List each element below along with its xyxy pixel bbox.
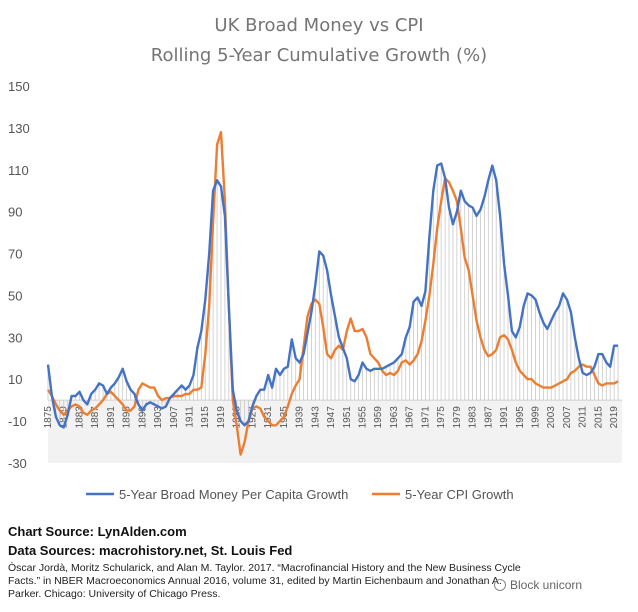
- chart-legend: 5-Year Broad Money Per Capita Growth 5-Y…: [86, 487, 514, 502]
- x-tick-label: 1931: [263, 406, 274, 429]
- y-tick-label: 130: [8, 121, 30, 136]
- x-tick-label: 1971: [420, 406, 431, 429]
- y-tick-label: 150: [8, 79, 30, 94]
- x-tick-label: 1903: [153, 406, 164, 429]
- x-tick-label: 1927: [247, 406, 258, 429]
- x-tick-label: 1875: [43, 406, 54, 429]
- x-tick-label: 1967: [405, 406, 416, 429]
- y-tick-label: 10: [8, 372, 22, 387]
- x-tick-label: 1883: [74, 406, 85, 429]
- x-tick-label: 1919: [216, 406, 227, 429]
- data-sources: Data Sources: macrohistory.net, St. Loui…: [8, 543, 293, 558]
- watermark: Block unicorn: [494, 578, 582, 592]
- x-tick-label: 1995: [515, 406, 526, 429]
- x-tick-label: 2003: [546, 406, 557, 429]
- x-tick-label: 1899: [137, 406, 148, 429]
- y-tick-label: -10: [8, 414, 27, 429]
- chart-source: Chart Source: LynAlden.com: [8, 524, 187, 539]
- x-tick-label: 1923: [232, 406, 243, 429]
- chart-footer: Chart Source: LynAlden.com Data Sources:…: [8, 522, 630, 601]
- y-tick-label: 90: [8, 205, 22, 220]
- cpi-growth-line: [46, 130, 619, 456]
- x-tick-label: 2007: [562, 406, 573, 429]
- y-tick-label: 50: [8, 288, 22, 303]
- x-tick-label: 1975: [436, 406, 447, 429]
- citation-text: Òscar Jordà, Moritz Schularick, and Alan…: [8, 562, 521, 600]
- x-tick-label: 1991: [499, 406, 510, 429]
- x-tick-label: 1891: [106, 406, 117, 429]
- x-tick-label: 1915: [200, 406, 211, 429]
- circle-logo-icon: [494, 579, 506, 591]
- x-tick-label: 1887: [90, 406, 101, 429]
- y-tick-label: -30: [8, 456, 27, 471]
- y-tick-label: 110: [8, 163, 29, 178]
- x-tick-label: 1939: [295, 406, 306, 429]
- x-tick-label: 1911: [185, 406, 196, 428]
- x-tick-label: 1979: [452, 406, 463, 429]
- x-tick-label: 2011: [578, 406, 589, 428]
- x-tick-label: 2015: [593, 406, 604, 429]
- x-tick-label: 1895: [122, 406, 133, 429]
- x-tick-label: 1987: [483, 406, 494, 429]
- x-tick-label: 1879: [59, 406, 70, 429]
- x-tick-label: 1959: [373, 406, 384, 429]
- x-tick-label: 1907: [169, 406, 180, 429]
- watermark-text: Block unicorn: [510, 578, 583, 592]
- x-tick-label: 2019: [609, 406, 620, 429]
- chart-title-line2: Rolling 5-Year Cumulative Growth (%): [151, 45, 487, 66]
- money-growth-line: [46, 162, 619, 429]
- legend-label-cpi: 5-Year CPI Growth: [405, 487, 514, 502]
- x-tick-label: 1943: [310, 406, 321, 429]
- x-tick-label: 1999: [531, 406, 542, 429]
- chart-title-line1: UK Broad Money vs CPI: [214, 15, 423, 36]
- x-tick-label: 1983: [468, 406, 479, 429]
- legend-label-money: 5-Year Broad Money Per Capita Growth: [119, 487, 348, 502]
- chart: UK Broad Money vs CPI Rolling 5-Year Cum…: [8, 15, 622, 502]
- x-tick-label: 1947: [326, 406, 337, 429]
- y-tick-label: 70: [8, 247, 22, 262]
- x-tick-label: 1951: [342, 406, 353, 429]
- y-tick-label: 30: [8, 330, 22, 345]
- chart-series-lines: [46, 130, 619, 456]
- x-tick-label: 1955: [358, 406, 369, 429]
- x-tick-label: 1963: [389, 406, 400, 429]
